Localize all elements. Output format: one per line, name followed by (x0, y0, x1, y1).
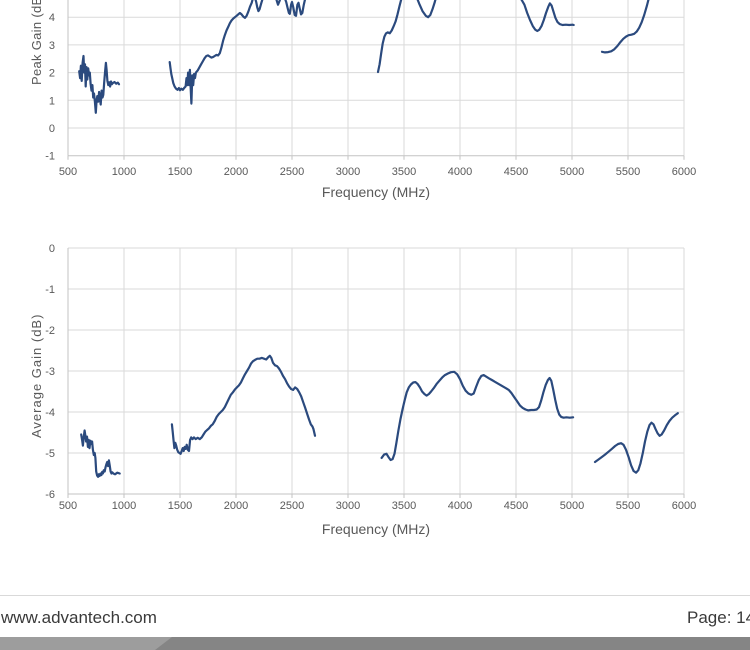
peak-gain-chart-series-line (168, 0, 307, 105)
average-gain-chart-x-tick-label: 3500 (392, 500, 416, 512)
average-gain-chart-series-line (80, 429, 121, 478)
peak-gain-chart-x-tick-label: 1500 (168, 166, 192, 178)
footer-website-text: www.advantech.com (1, 608, 157, 627)
footer-divider (0, 595, 750, 596)
peak-gain-chart-x-tick-label: 5000 (560, 166, 584, 178)
peak-gain-chart-y-tick-label: 0 (49, 123, 55, 135)
peak-chart-x-axis-title: Frequency (MHz) (321, 184, 431, 200)
average-gain-chart-x-tick-label: 5500 (616, 500, 640, 512)
peak-gain-chart-series-line (78, 54, 121, 114)
peak-gain-chart-y-tick-label: 1 (49, 95, 55, 107)
average-gain-chart-series-line (593, 412, 679, 474)
average-gain-chart-y-tick-label: -1 (45, 284, 55, 296)
average-gain-chart-x-tick-label: 2500 (280, 500, 304, 512)
average-gain-chart-x-tick-label: 500 (59, 500, 77, 512)
average-gain-chart-x-tick-label: 2000 (224, 500, 248, 512)
footer-page-number: Page: 14 (687, 608, 750, 627)
peak-gain-chart-x-tick-label: 4500 (504, 166, 528, 178)
peak-gain-chart-series-line (376, 0, 575, 74)
peak-gain-chart-x-tick-label: 6000 (672, 166, 696, 178)
peak-gain-chart-series-line (600, 0, 650, 54)
average-gain-chart-y-tick-label: -5 (45, 448, 55, 460)
average-chart-y-axis-title: Average Gain (dB) (29, 313, 44, 438)
average-gain-chart-x-tick-label: 4000 (448, 500, 472, 512)
average-gain-chart-x-tick-label: 1500 (168, 500, 192, 512)
bottom-bar-dark-segment (155, 637, 750, 650)
peak-gain-chart-x-tick-label: 4000 (448, 166, 472, 178)
average-gain-chart-x-tick-label: 1000 (112, 500, 136, 512)
average-gain-chart-x-tick-label: 6000 (672, 500, 696, 512)
peak-gain-chart-y-tick-label: -1 (45, 151, 55, 163)
peak-gain-chart-x-tick-label: 500 (59, 166, 77, 178)
peak-gain-chart-x-tick-label: 3000 (336, 166, 360, 178)
peak-chart-y-axis-title: Peak Gain (dB (29, 0, 44, 85)
average-gain-chart-series-line (170, 354, 317, 455)
peak-gain-chart-x-tick-label: 3500 (392, 166, 416, 178)
peak-gain-chart-x-tick-label: 2500 (280, 166, 304, 178)
average-gain-chart-y-tick-label: -2 (45, 325, 55, 337)
average-gain-chart-x-tick-label: 5000 (560, 500, 584, 512)
average-gain-chart-series-line (380, 370, 575, 462)
peak-gain-chart-y-tick-label: 3 (49, 40, 55, 52)
average-chart-x-axis-title: Frequency (MHz) (321, 521, 431, 537)
average-gain-chart-y-tick-label: 0 (49, 243, 55, 255)
peak-gain-chart-x-tick-label: 1000 (112, 166, 136, 178)
average-gain-chart-y-tick-label: -4 (45, 407, 55, 419)
average-gain-chart-y-tick-label: -3 (45, 366, 55, 378)
average-gain-chart-x-tick-label: 3000 (336, 500, 360, 512)
peak-gain-chart-x-tick-label: 5500 (616, 166, 640, 178)
peak-gain-chart-x-tick-label: 2000 (224, 166, 248, 178)
peak-gain-chart-y-tick-label: 2 (49, 68, 55, 80)
average-gain-chart-y-tick-label: -6 (45, 489, 55, 501)
bottom-bar (0, 637, 750, 650)
peak-gain-chart-y-tick-label: 4 (49, 12, 55, 24)
average-gain-chart-x-tick-label: 4500 (504, 500, 528, 512)
